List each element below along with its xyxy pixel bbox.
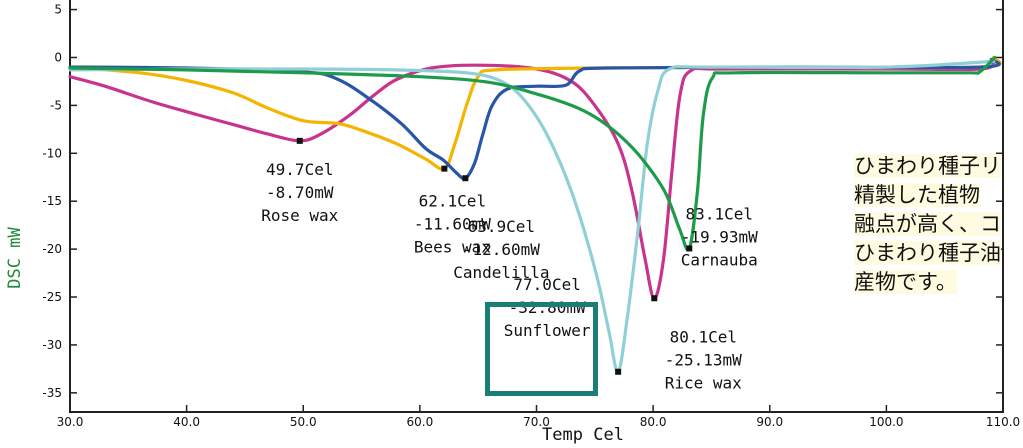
peak-label-line: Rice wax: [665, 373, 742, 392]
y-axis-title: DSC mW: [5, 227, 25, 289]
peak-label-line: 62.1Cel: [419, 192, 486, 211]
x-tick-label: 90.0: [756, 415, 783, 429]
x-tick-label: 80.0: [640, 415, 667, 429]
annotation-layer: 49.7Cel -8.70mW Rose wax 62.1Cel -11.60mW Bee…: [261, 137, 758, 392]
y-tick-label: 5: [54, 3, 62, 17]
x-axis-title: Temp Cel: [542, 425, 624, 445]
x-tick-label: 30.0: [57, 415, 84, 429]
side-note-line: 融点が高く、コ: [854, 212, 1001, 236]
y-tick-label: -25: [42, 290, 62, 304]
x-axis-ticks: 30.0 40.0 50.0 60.0 70.0 80.0 90.0 100.0 110.0: [57, 405, 1020, 429]
x-tick-label: 70.0: [523, 415, 550, 429]
y-tick-label: -10: [42, 146, 62, 160]
peak-label-line: 77.0Cel: [513, 275, 580, 294]
side-note-line: 産物です。: [854, 270, 957, 294]
side-note: ひまわり種子リ 精製した植物 融点が高く、コ ひまわり種子油 産物です。: [854, 152, 1023, 368]
peak-label-line: Bees wax: [414, 238, 491, 257]
side-note-line: ひまわり種子油: [854, 241, 1001, 265]
peak-marker: [686, 245, 693, 252]
y-tick-label: -15: [42, 194, 62, 208]
peak-label-line: Carnauba: [681, 250, 758, 269]
peak-marker: [615, 368, 622, 375]
peak-label-line: Sunflower: [504, 321, 591, 340]
x-tick-label: 40.0: [173, 415, 200, 429]
series-line-3: [68, 59, 996, 374]
y-tick-label: -30: [42, 338, 62, 352]
peak-label-line: Rose wax: [261, 206, 338, 225]
peak-marker: [651, 295, 658, 302]
side-note-line: 精製した植物: [854, 183, 980, 207]
x-tick-label: 60.0: [407, 415, 434, 429]
y-tick-label: -5: [50, 98, 62, 112]
y-tick-label: -35: [42, 386, 62, 400]
sunflower-highlight-box: [485, 302, 598, 396]
side-note-line: ひまわり種子リ: [854, 154, 1001, 178]
series-line-2: [68, 57, 1001, 181]
peak-marker: [296, 137, 303, 144]
peak-label-line: -19.93mW: [681, 227, 758, 246]
peak-label-line: -8.70mW: [266, 183, 334, 202]
peak-label-line: -11.60mW: [414, 215, 491, 234]
x-tick-label: 50.0: [290, 415, 317, 429]
y-axis-ticks: 5 0 -5 -10 -15 -20 -25 -30 -35: [42, 3, 1003, 400]
peak-label-line: -25.13mW: [665, 350, 742, 369]
peak-label-line: 49.7Cel: [266, 160, 333, 179]
y-tick-label: 0: [54, 50, 62, 64]
x-tick-label: 100.0: [869, 415, 903, 429]
peak-label-line: -12.60mW: [463, 240, 540, 259]
peak-label-line: 63.9Cel: [468, 217, 535, 236]
peak-label-line: 80.1Cel: [670, 327, 737, 346]
series-line-4: [68, 55, 997, 252]
y-tick-label: -20: [42, 242, 62, 256]
peak-label-line: 83.1Cel: [686, 204, 753, 223]
peak-label-line: Candelilla: [453, 263, 549, 282]
peak-marker: [441, 165, 448, 172]
peak-marker: [462, 175, 469, 182]
x-tick-label: 110.0: [986, 415, 1020, 429]
